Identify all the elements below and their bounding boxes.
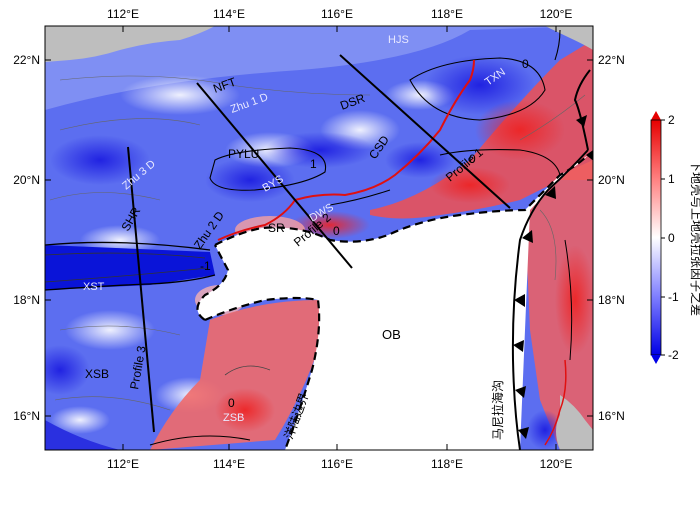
profile-3-line xyxy=(127,146,155,433)
label-zsb: ZSB xyxy=(223,412,244,424)
red-trace-line xyxy=(217,59,475,241)
lon-label-bottom: 114°E xyxy=(213,457,245,471)
map-frame xyxy=(44,25,594,451)
colorbar-bottom-arrow xyxy=(651,355,661,364)
label-xsb: XSB xyxy=(85,367,109,381)
label-pylu: PYLU xyxy=(228,147,259,161)
colorbar-tick: 0 xyxy=(668,231,675,245)
contour-lines xyxy=(45,29,586,446)
profile-1-line xyxy=(339,54,511,209)
contour-label: 0 xyxy=(469,152,476,166)
manila-trench xyxy=(511,69,593,450)
lat-label-left: 20°N xyxy=(13,173,40,187)
profile-2-line xyxy=(196,82,353,269)
lon-label-bottom: 116°E xyxy=(321,457,353,471)
contour-label: 0 xyxy=(522,57,529,71)
colorbar-top-arrow xyxy=(651,111,661,120)
lon-ticks xyxy=(122,26,557,450)
colorbar-tick: 2 xyxy=(668,113,675,127)
map-field xyxy=(45,26,593,450)
lon-label-top: 112°E xyxy=(107,7,139,21)
lat-label-right: 16°N xyxy=(598,409,625,423)
label-ob: OB xyxy=(382,327,401,342)
lat-label-left: 16°N xyxy=(13,409,40,423)
label-trench: 马尼拉海沟 xyxy=(490,380,505,440)
lon-label-top: 114°E xyxy=(213,7,245,21)
label-hjs: HJS xyxy=(388,34,409,46)
label-xst: XST xyxy=(83,281,105,293)
lon-label-top: 120°E xyxy=(540,7,573,21)
red-trace-luzon xyxy=(544,359,567,446)
contour-label: 0 xyxy=(333,224,340,238)
lon-label-bottom: 118°E xyxy=(431,457,463,471)
colorbar: 2 1 0 -1 -2 下地壳与上地壳拉张因子之差 xyxy=(650,111,700,364)
colorbar-tick: -1 xyxy=(668,290,679,304)
colorbar-tick: -2 xyxy=(668,348,679,362)
colorbar-bar xyxy=(650,119,662,356)
lat-label-left: 22°N xyxy=(13,53,40,67)
lat-ticks xyxy=(45,59,593,417)
continent-ocean-boundary xyxy=(196,154,589,450)
colorbar-title: 下地壳与上地壳拉张因子之差 xyxy=(689,160,700,316)
lon-label-bottom: 112°E xyxy=(107,457,139,471)
contour-label: 0 xyxy=(228,396,235,410)
label-sr: SR xyxy=(268,221,285,235)
lat-label-right: 18°N xyxy=(598,293,625,307)
lat-label-right: 22°N xyxy=(598,53,625,67)
lon-label-bottom: 120°E xyxy=(540,457,573,471)
contour-label: -1 xyxy=(200,259,211,273)
lat-label-right: 20°N xyxy=(598,173,625,187)
lon-label-top: 118°E xyxy=(431,7,463,21)
contour-label: 1 xyxy=(310,157,317,171)
lon-label-top: 116°E xyxy=(321,7,353,21)
colorbar-tick: 1 xyxy=(668,172,675,186)
lat-label-left: 18°N xyxy=(13,293,40,307)
